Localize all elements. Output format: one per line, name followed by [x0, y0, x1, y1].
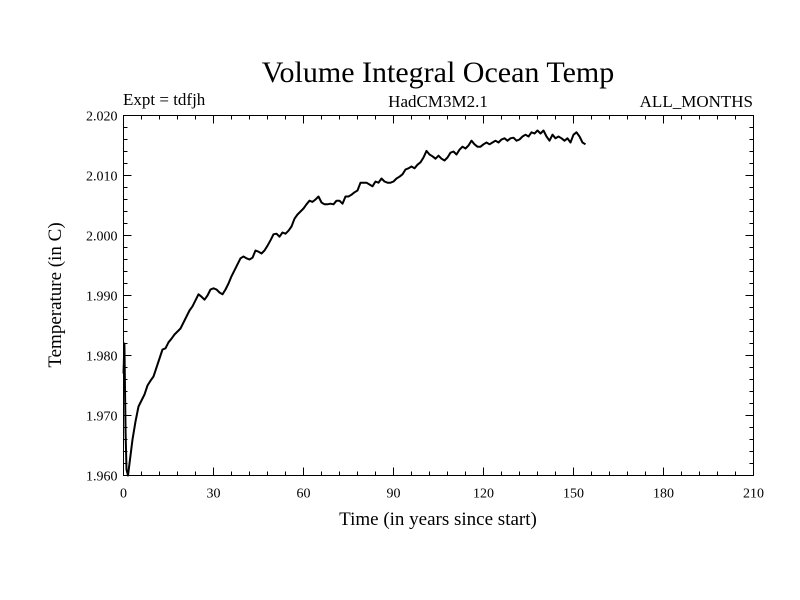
y-tick-label: 2.020: [86, 110, 118, 125]
y-tick-label: 1.980: [86, 350, 118, 365]
months-label: ALL_MONTHS: [640, 92, 753, 111]
axis-ticks: [123, 115, 754, 476]
experiment-label: Expt = tdfjh: [123, 90, 206, 109]
y-tick-labels: 1.960 1.970 1.980 1.990 2.000 2.010 2.020: [86, 110, 118, 485]
y-tick-label: 2.000: [86, 230, 118, 245]
model-label: HadCM3M2.1: [388, 92, 488, 111]
temperature-series-line: [122, 129, 587, 477]
x-tick-label: 30: [207, 487, 221, 502]
x-tick-label: 210: [743, 487, 764, 502]
y-tick-label: 2.010: [86, 170, 118, 185]
x-tick-labels: 0 30 60 90 120 150 180 210: [120, 487, 764, 502]
y-tick-label: 1.990: [86, 290, 118, 305]
y-tick-label: 1.960: [86, 470, 118, 485]
x-axis-title: Time (in years since start): [339, 509, 537, 530]
x-tick-label: 60: [297, 487, 311, 502]
x-tick-label: 180: [653, 487, 674, 502]
x-tick-label: 120: [473, 487, 494, 502]
chart-title: Volume Integral Ocean Temp: [262, 56, 615, 89]
x-tick-label: 0: [120, 487, 127, 502]
x-tick-label: 150: [563, 487, 584, 502]
plot-frame: [123, 115, 754, 476]
y-axis-title: Temperature (in C): [45, 222, 66, 367]
x-tick-label: 90: [387, 487, 401, 502]
y-tick-label: 1.970: [86, 410, 118, 425]
